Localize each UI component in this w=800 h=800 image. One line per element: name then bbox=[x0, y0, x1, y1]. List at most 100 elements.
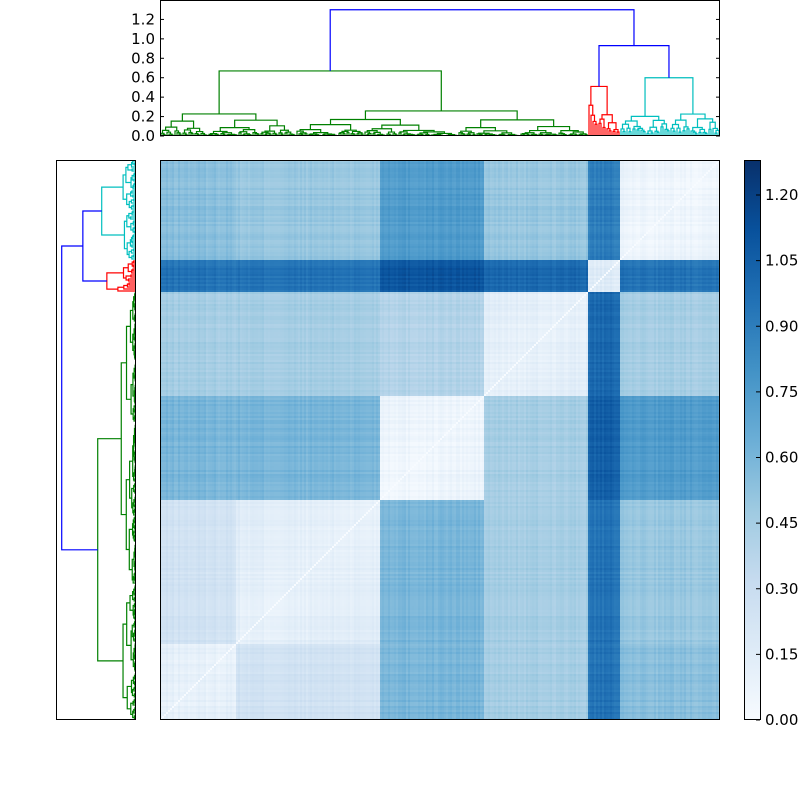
heatmap-cell bbox=[308, 170, 310, 172]
heatmap-cell bbox=[444, 162, 446, 164]
heatmap-cell bbox=[222, 172, 224, 174]
heatmap-cell bbox=[616, 168, 618, 170]
heatmap-cell bbox=[382, 170, 384, 172]
heatmap-cell bbox=[436, 164, 438, 166]
heatmap-cell bbox=[418, 162, 420, 164]
heatmap-cell bbox=[336, 168, 338, 170]
heatmap-cell bbox=[402, 166, 404, 168]
heatmap-cell bbox=[306, 172, 308, 174]
heatmap-cell bbox=[630, 166, 632, 168]
heatmap-cell bbox=[654, 164, 656, 166]
heatmap-cell bbox=[522, 170, 524, 172]
heatmap-cell bbox=[666, 168, 668, 170]
heatmap-cell bbox=[304, 162, 306, 164]
heatmap-cell bbox=[354, 164, 356, 166]
heatmap-cell bbox=[404, 172, 406, 174]
heatmap-cell bbox=[646, 168, 648, 170]
heatmap-cell bbox=[384, 172, 386, 174]
heatmap-cell bbox=[238, 164, 240, 166]
heatmap-cell bbox=[400, 172, 402, 174]
heatmap-cell bbox=[674, 168, 676, 170]
heatmap-cell bbox=[394, 164, 396, 166]
heatmap-cell bbox=[584, 164, 586, 166]
heatmap-cell bbox=[196, 172, 198, 174]
heatmap-cell bbox=[462, 170, 464, 172]
heatmap-cell bbox=[396, 164, 398, 166]
heatmap-cell bbox=[668, 164, 670, 166]
heatmap-cell bbox=[616, 166, 618, 168]
heatmap-cell bbox=[562, 170, 564, 172]
heatmap-cell bbox=[300, 166, 302, 168]
heatmap-cell bbox=[312, 166, 314, 168]
heatmap-cell bbox=[318, 162, 320, 164]
heatmap-cell bbox=[490, 166, 492, 168]
heatmap-cell bbox=[246, 172, 248, 174]
heatmap-cell bbox=[244, 168, 246, 170]
heatmap-cell bbox=[346, 164, 348, 166]
heatmap-cell bbox=[640, 170, 642, 172]
heatmap-cell bbox=[610, 168, 612, 170]
heatmap-cell bbox=[248, 172, 250, 174]
heatmap-cell bbox=[350, 170, 352, 172]
heatmap-cell bbox=[242, 166, 244, 168]
heatmap-cell bbox=[174, 170, 176, 172]
heatmap-cell bbox=[182, 166, 184, 168]
heatmap-cell bbox=[714, 168, 716, 170]
heatmap-cell bbox=[294, 164, 296, 166]
heatmap-cell bbox=[672, 168, 674, 170]
heatmap-cell bbox=[508, 166, 510, 168]
heatmap-cell bbox=[522, 166, 524, 168]
heatmap-cell bbox=[232, 168, 234, 170]
heatmap-cell bbox=[574, 166, 576, 168]
heatmap-cell bbox=[424, 168, 426, 170]
heatmap-cell bbox=[258, 172, 260, 174]
heatmap-cell bbox=[204, 172, 206, 174]
heatmap-cell bbox=[388, 168, 390, 170]
heatmap-cell bbox=[226, 168, 228, 170]
heatmap-cell bbox=[342, 170, 344, 172]
heatmap-cell bbox=[684, 166, 686, 168]
heatmap-cell bbox=[680, 162, 682, 164]
heatmap-cell bbox=[176, 172, 178, 174]
heatmap-cell bbox=[590, 168, 592, 170]
heatmap-cell bbox=[320, 162, 322, 164]
heatmap-cell bbox=[694, 170, 696, 172]
heatmap-cell bbox=[340, 170, 342, 172]
heatmap-cell bbox=[362, 168, 364, 170]
heatmap-cell bbox=[420, 166, 422, 168]
heatmap-cell bbox=[168, 162, 170, 164]
heatmap-cell bbox=[638, 162, 640, 164]
heatmap-cell bbox=[174, 164, 176, 166]
heatmap-cell bbox=[220, 170, 222, 172]
heatmap-cell bbox=[504, 164, 506, 166]
heatmap-cell bbox=[638, 168, 640, 170]
heatmap-cell bbox=[322, 170, 324, 172]
heatmap-cell bbox=[402, 172, 404, 174]
heatmap-cell bbox=[214, 172, 216, 174]
heatmap-cell bbox=[540, 168, 542, 170]
heatmap-cell bbox=[202, 170, 204, 172]
heatmap-cell bbox=[328, 164, 330, 166]
heatmap-cell bbox=[606, 162, 608, 164]
heatmap-cell bbox=[706, 170, 708, 172]
heatmap-cell bbox=[356, 170, 358, 172]
heatmap-cell bbox=[366, 168, 368, 170]
heatmap-cell bbox=[716, 162, 718, 164]
heatmap-cell bbox=[552, 164, 554, 166]
heatmap-cell bbox=[252, 172, 254, 174]
heatmap-cell bbox=[666, 166, 668, 168]
heatmap-cell bbox=[702, 168, 704, 170]
heatmap-cell bbox=[696, 170, 698, 172]
heatmap-cell bbox=[372, 172, 374, 174]
heatmap-cell bbox=[206, 168, 208, 170]
heatmap-cell bbox=[230, 168, 232, 170]
heatmap-cell bbox=[612, 170, 614, 172]
heatmap-cell bbox=[416, 168, 418, 170]
heatmap-cell bbox=[196, 166, 198, 168]
heatmap-cell bbox=[650, 162, 652, 164]
heatmap-cell bbox=[546, 166, 548, 168]
heatmap-cell bbox=[436, 170, 438, 172]
heatmap-cell bbox=[162, 170, 164, 172]
heatmap-cell bbox=[224, 168, 226, 170]
heatmap-cell bbox=[398, 170, 400, 172]
